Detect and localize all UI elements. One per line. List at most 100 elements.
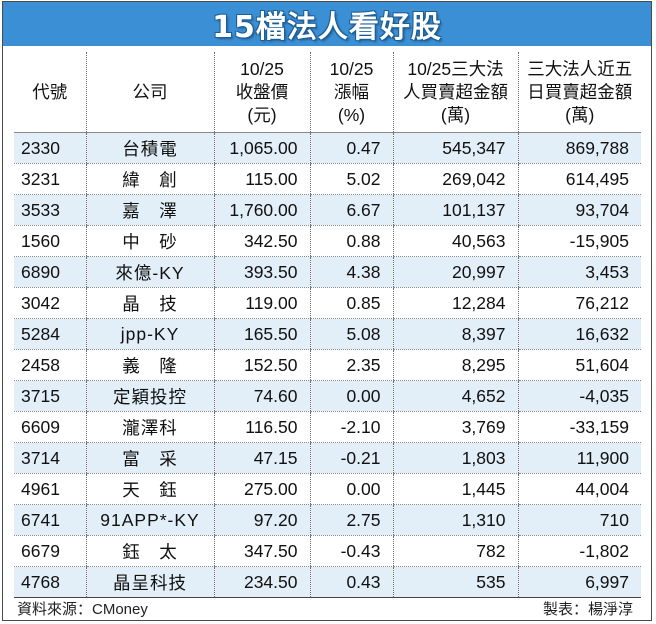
cell-change: -2.10	[309, 411, 393, 443]
cell-close: 47.15	[213, 442, 310, 474]
cell-company: 義 隆	[85, 349, 214, 381]
cell-change: -0.43	[309, 535, 393, 567]
cell-change: 5.02	[309, 163, 393, 195]
cell-change: 5.08	[309, 318, 393, 350]
cell-net-buy: 1,803	[392, 442, 518, 474]
cell-company: 天 鈺	[85, 473, 214, 505]
cell-net-buy: 3,769	[392, 411, 518, 443]
table-row: 2458 義 隆 152.50 2.35 8,295 51,604	[14, 349, 641, 381]
cell-company: 嘉 澤	[85, 194, 214, 226]
cell-net-buy: 101,137	[392, 194, 518, 226]
cell-close: 97.20	[213, 504, 310, 536]
table-row: 6609 瀧澤科 116.50 -2.10 3,769 -33,159	[14, 411, 641, 443]
credit-note: 製表：楊淨淳	[542, 601, 633, 618]
cell-close: 1,760.00	[213, 194, 310, 226]
table-row: 4768 晶呈科技 234.50 0.43 535 6,997	[14, 566, 641, 598]
cell-company: 91APP*-KY	[85, 504, 214, 536]
table-row: 6890 來億-KY 393.50 4.38 20,997 3,453	[14, 256, 641, 288]
cell-change: 0.85	[309, 287, 393, 319]
table-row: 3231 緯 創 115.00 5.02 269,042 614,495	[14, 163, 641, 195]
cell-net-buy: 1,445	[392, 473, 518, 505]
source-note: 資料來源：CMoney	[17, 601, 148, 618]
cell-company: 瀧澤科	[85, 411, 214, 443]
cell-code: 3714	[14, 442, 86, 474]
cell-close: 119.00	[213, 287, 310, 319]
cell-net-buy: 545,347	[392, 132, 518, 164]
table-row: 3714 富 采 47.15 -0.21 1,803 11,900	[14, 442, 641, 474]
cell-company: 晶呈科技	[85, 566, 214, 598]
cell-company: 富 采	[85, 442, 214, 474]
cell-net-buy: 269,042	[392, 163, 518, 195]
cell-company: 來億-KY	[85, 256, 214, 288]
cell-close: 275.00	[213, 473, 310, 505]
cell-code: 2458	[14, 349, 86, 381]
cell-code: 6741	[14, 504, 86, 536]
cell-code: 6890	[14, 256, 86, 288]
cell-net-buy-5d: 3,453	[517, 256, 641, 288]
cell-code: 4768	[14, 566, 86, 598]
cell-close: 165.50	[213, 318, 310, 350]
cell-code: 3533	[14, 194, 86, 226]
cell-company: jpp-KY	[85, 318, 214, 350]
cell-change: 2.35	[309, 349, 393, 381]
cell-company: 定穎投控	[85, 380, 214, 412]
cell-close: 342.50	[213, 225, 310, 257]
table-row: 1560 中 砂 342.50 0.88 40,563 -15,905	[14, 225, 641, 257]
cell-company: 緯 創	[85, 163, 214, 195]
header-change-pct: 10/25 漲幅 (%)	[309, 52, 393, 133]
cell-change: 0.88	[309, 225, 393, 257]
cell-net-buy-5d: 93,704	[517, 194, 641, 226]
title-bar: 15檔法人看好股	[3, 2, 651, 46]
cell-close: 234.50	[213, 566, 310, 598]
cell-net-buy-5d: -4,035	[517, 380, 641, 412]
header-net-buy: 10/25三大法 人買賣超金額 (萬)	[392, 52, 518, 133]
header-close-price: 10/25 收盤價 (元)	[213, 52, 310, 133]
cell-net-buy-5d: 869,788	[517, 132, 641, 164]
cell-close: 347.50	[213, 535, 310, 567]
table-row: 4961 天 鈺 275.00 0.00 1,445 44,004	[14, 473, 641, 505]
cell-company: 中 砂	[85, 225, 214, 257]
cell-net-buy: 20,997	[392, 256, 518, 288]
cell-net-buy-5d: -1,802	[517, 535, 641, 567]
cell-change: 6.67	[309, 194, 393, 226]
cell-net-buy: 782	[392, 535, 518, 567]
cell-code: 2330	[14, 132, 86, 164]
cell-close: 74.60	[213, 380, 310, 412]
table-row: 6741 91APP*-KY 97.20 2.75 1,310 710	[14, 504, 641, 536]
header-row: 代號 公司 10/25 收盤價 (元) 10/25 漲幅 (%) 10/25三大法 人買賣…	[14, 52, 641, 133]
cell-net-buy: 4,652	[392, 380, 518, 412]
cell-net-buy-5d: 6,997	[517, 566, 641, 598]
cell-change: 0.43	[309, 566, 393, 598]
cell-net-buy-5d: 710	[517, 504, 641, 536]
stock-table: 代號 公司 10/25 收盤價 (元) 10/25 漲幅 (%) 10/25三大法 人買賣…	[14, 52, 641, 598]
header-code: 代號	[14, 52, 86, 133]
cell-net-buy-5d: 614,495	[517, 163, 641, 195]
cell-company: 晶 技	[85, 287, 214, 319]
cell-change: 0.00	[309, 473, 393, 505]
cell-net-buy: 535	[392, 566, 518, 598]
cell-close: 115.00	[213, 163, 310, 195]
cell-net-buy: 40,563	[392, 225, 518, 257]
header-net-buy-5d: 三大法人近五 日買賣超金額 (萬)	[517, 52, 641, 133]
cell-net-buy-5d: -33,159	[517, 411, 641, 443]
cell-code: 1560	[14, 225, 86, 257]
cell-net-buy-5d: 11,900	[517, 442, 641, 474]
cell-close: 116.50	[213, 411, 310, 443]
cell-code: 4961	[14, 473, 86, 505]
table-row: 2330 台積電 1,065.00 0.47 545,347 869,788	[14, 132, 641, 164]
cell-net-buy-5d: 44,004	[517, 473, 641, 505]
table-row: 3715 定穎投控 74.60 0.00 4,652 -4,035	[14, 380, 641, 412]
cell-net-buy-5d: 51,604	[517, 349, 641, 381]
cell-change: 4.38	[309, 256, 393, 288]
cell-code: 6679	[14, 535, 86, 567]
cell-net-buy-5d: 76,212	[517, 287, 641, 319]
table-row: 5284 jpp-KY 165.50 5.08 8,397 16,632	[14, 318, 641, 350]
cell-change: 0.00	[309, 380, 393, 412]
cell-change: -0.21	[309, 442, 393, 474]
cell-net-buy: 8,397	[392, 318, 518, 350]
cell-change: 0.47	[309, 132, 393, 164]
cell-net-buy: 12,284	[392, 287, 518, 319]
cell-code: 3231	[14, 163, 86, 195]
cell-net-buy: 1,310	[392, 504, 518, 536]
table-row: 6679 鈺 太 347.50 -0.43 782 -1,802	[14, 535, 641, 567]
